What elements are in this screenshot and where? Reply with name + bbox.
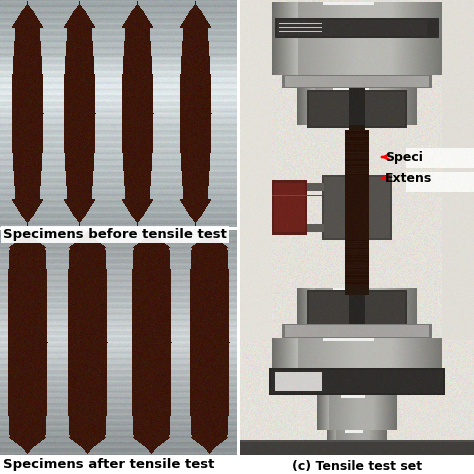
Text: (c) Tensile test set: (c) Tensile test set — [292, 460, 422, 473]
Text: Extens: Extens — [382, 172, 432, 184]
Text: Specimens before tensile test: Specimens before tensile test — [3, 228, 227, 241]
Text: Speci: Speci — [382, 151, 423, 164]
Text: Specimens after tensile test: Specimens after tensile test — [3, 458, 214, 471]
